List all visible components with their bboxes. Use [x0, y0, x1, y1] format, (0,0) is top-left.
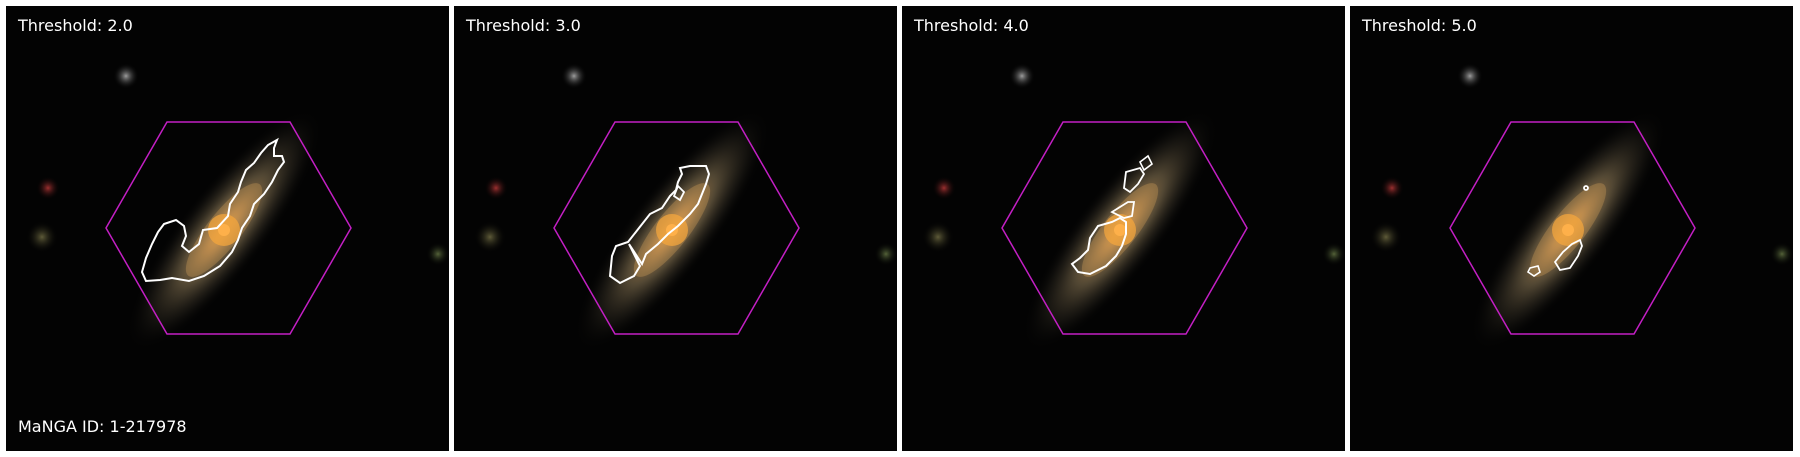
detection-contour	[672, 184, 686, 202]
threshold-panels: Threshold: 2.0 MaNGA ID: 1-217978 Thresh…	[6, 6, 1794, 451]
galaxy-panel-threshold-4: Threshold: 4.0	[902, 6, 1345, 451]
hexagon-footprint	[1449, 121, 1696, 335]
detection-contour	[1526, 265, 1541, 277]
galaxy-image	[1350, 6, 1793, 451]
detection-contour	[1138, 154, 1154, 172]
manga-id-label: MaNGA ID: 1-217978	[18, 417, 187, 436]
threshold-label: Threshold: 2.0	[18, 16, 133, 35]
detection-contour	[1583, 185, 1589, 191]
threshold-label: Threshold: 4.0	[914, 16, 1029, 35]
galaxy-panel-threshold-2: Threshold: 2.0 MaNGA ID: 1-217978	[6, 6, 449, 451]
detection-contour	[1070, 216, 1127, 276]
detection-contour	[608, 165, 711, 285]
threshold-label: Threshold: 5.0	[1362, 16, 1477, 35]
galaxy-image	[454, 6, 897, 451]
galaxy-panel-threshold-3: Threshold: 3.0	[454, 6, 897, 451]
detection-contour	[1123, 166, 1146, 194]
threshold-label: Threshold: 3.0	[466, 16, 581, 35]
hexagon-footprint	[105, 121, 352, 335]
hexagon-footprint	[553, 121, 800, 335]
detection-contour	[140, 137, 286, 283]
galaxy-image	[6, 6, 449, 451]
detection-contour	[1553, 238, 1583, 272]
detection-contour	[1110, 201, 1136, 219]
galaxy-panel-threshold-5: Threshold: 5.0	[1350, 6, 1793, 451]
galaxy-image	[902, 6, 1345, 451]
hexagon-footprint	[1001, 121, 1248, 335]
